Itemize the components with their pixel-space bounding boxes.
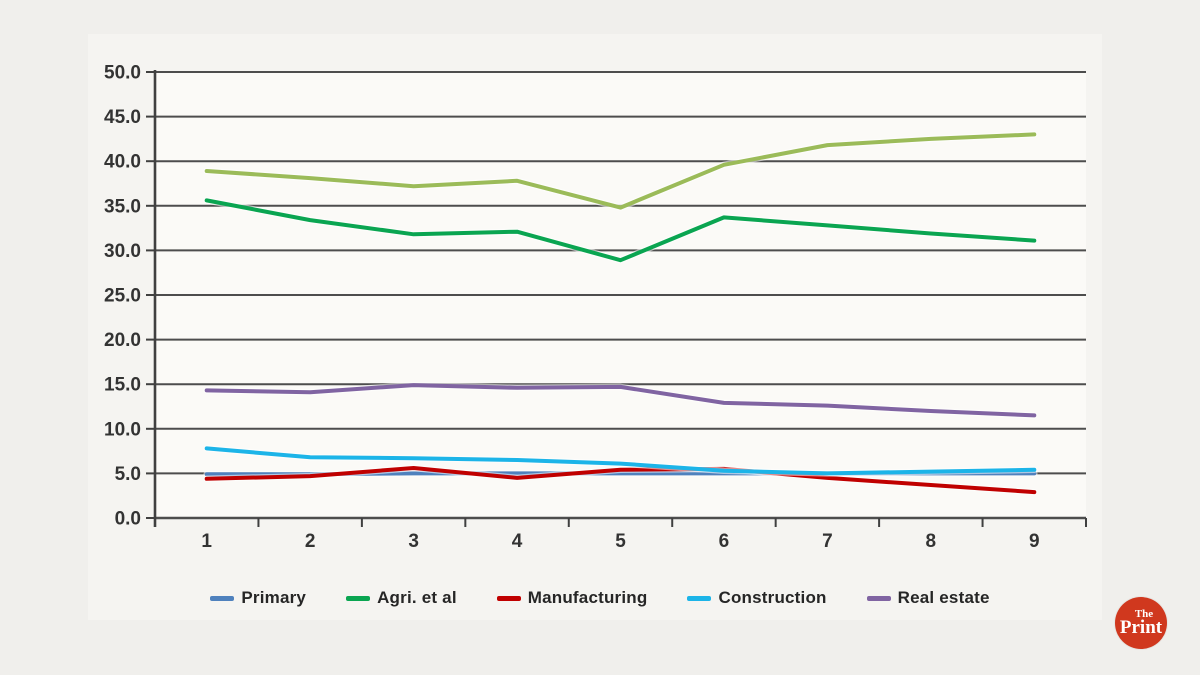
y-tick-label: 15.0 <box>104 375 141 396</box>
legend-label-manufacturing: Manufacturing <box>527 588 648 607</box>
logo-text-print: Print <box>1119 617 1163 638</box>
y-tick-label: 5.0 <box>115 464 141 485</box>
x-tick-label: 4 <box>512 531 523 552</box>
chart-legend: Primary Agri. et al Manufacturing Construct… <box>0 588 1200 608</box>
legend-swatch-agri-et-al <box>346 595 371 601</box>
logo-text-the: The <box>1134 608 1154 620</box>
series-line-unlabeled <box>204 132 1037 210</box>
legend-item-construction: Construction <box>687 588 826 608</box>
legend-item-manufacturing: Manufacturing <box>496 588 648 608</box>
y-tick-label: 40.0 <box>104 152 141 173</box>
legend-swatch-real-estate <box>866 595 891 601</box>
y-tick-label: 25.0 <box>104 286 141 307</box>
legend-swatch-construction <box>687 595 712 601</box>
legend-label-real-estate: Real estate <box>897 588 990 607</box>
legend-label-construction: Construction <box>718 588 827 607</box>
legend-swatch-primary <box>210 595 235 601</box>
x-tick-label: 2 <box>305 531 316 552</box>
x-tick-label: 1 <box>201 531 212 552</box>
x-tick-label: 5 <box>615 531 626 552</box>
theprint-logo: The Print <box>1115 597 1167 649</box>
series-line-real-estate <box>204 383 1037 418</box>
x-tick-label: 6 <box>719 531 730 552</box>
legend-label-agri-et-al: Agri. et al <box>377 588 457 607</box>
y-tick-label: 10.0 <box>104 419 141 440</box>
legend-item-agri-et-al: Agri. et al <box>346 588 457 608</box>
series-line-construction <box>204 446 1037 476</box>
y-tick-label: 50.0 <box>104 63 141 84</box>
legend-item-real-estate: Real estate <box>866 588 990 608</box>
y-tick-label: 35.0 <box>104 196 141 217</box>
legend-item-primary: Primary <box>210 588 306 608</box>
legend-label-primary: Primary <box>241 588 307 607</box>
y-tick-label: 30.0 <box>104 241 141 262</box>
x-tick-label: 7 <box>822 531 833 552</box>
series-line-manufacturing <box>204 466 1037 495</box>
legend-swatch-manufacturing <box>496 595 521 601</box>
y-tick-label: 20.0 <box>104 330 141 351</box>
x-tick-label: 9 <box>1029 531 1040 552</box>
series-line-agri-et-al <box>204 198 1037 263</box>
y-tick-label: 0.0 <box>115 509 141 530</box>
x-tick-label: 3 <box>408 531 419 552</box>
x-tick-label: 8 <box>926 531 937 552</box>
y-tick-label: 45.0 <box>104 107 141 128</box>
